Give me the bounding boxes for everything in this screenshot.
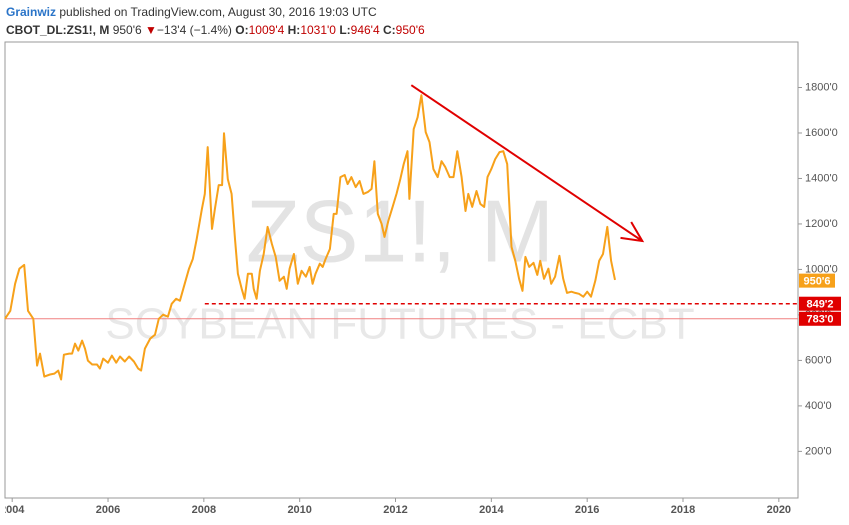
y-tick-label: 400'0 (805, 400, 832, 412)
low-label: L: (339, 23, 351, 37)
level-label-box (799, 311, 841, 326)
level-label: 783'0 (806, 314, 833, 326)
low: 946'4 (350, 23, 380, 37)
close-label: C: (383, 23, 396, 37)
symbol: CBOT_DL:ZS1!, M (6, 23, 110, 37)
level-label: 849'2 (806, 299, 833, 311)
x-axis: 2004 2006 2008 2010 2012 2014 2016 2018 2020 (0, 504, 791, 516)
close: 950'6 (395, 23, 425, 37)
trend-line (410, 84, 643, 242)
high-label: H: (287, 23, 301, 37)
down-arrow: ▼ (145, 23, 157, 37)
watermark: ZS1!, M (246, 181, 554, 280)
y-tick-label: 1600'0 (805, 127, 838, 139)
author[interactable]: Grainwiz (6, 5, 57, 19)
trend-arrowhead (620, 221, 645, 243)
y-tick-label: 200'0 (805, 445, 832, 457)
last-price-box (799, 273, 835, 288)
x-tick-label: 2010 (287, 504, 311, 516)
last-price-label: 950'6 (803, 276, 830, 288)
header-line: Grainwiz published on TradingView.com, A… (6, 3, 425, 21)
x-tick-label: 2012 (383, 504, 407, 516)
y-tick-label: 1400'0 (805, 172, 838, 184)
x-tick-label: 2014 (479, 504, 504, 516)
y-tick-label: 1800'0 (805, 81, 838, 93)
high: 1031'0 (300, 23, 336, 37)
x-tick-label: 2018 (671, 504, 695, 516)
y-tick-label: 1000'0 (805, 263, 838, 275)
x-tick-label: 2016 (575, 504, 599, 516)
y-tick-label: 600'0 (805, 354, 832, 366)
x-tick-label: 2020 (767, 504, 791, 516)
y-tick-label: 1200'0 (805, 218, 838, 230)
x-tick-label: 2004 (0, 504, 25, 516)
open-label: O: (235, 23, 249, 37)
level-label-box (799, 296, 841, 311)
watermark-sub: SOYBEAN FUTURES - ECBT (105, 300, 694, 349)
header: Grainwiz published on TradingView.com, A… (6, 3, 425, 39)
open: 1009'4 (248, 23, 285, 37)
last: 950'6 (112, 23, 142, 37)
price-line (4, 94, 616, 381)
published: published on TradingView.com, August 30,… (59, 5, 377, 19)
x-tick-label: 2006 (96, 504, 120, 516)
header-line: CBOT_DL:ZS1!, M 950'6 ▼−13'4 (−1.4%) O:1… (6, 21, 425, 39)
change: −13'4 (−1.4%) (156, 23, 232, 37)
plot-frame (4, 41, 799, 499)
x-tick-label: 2008 (192, 504, 216, 516)
